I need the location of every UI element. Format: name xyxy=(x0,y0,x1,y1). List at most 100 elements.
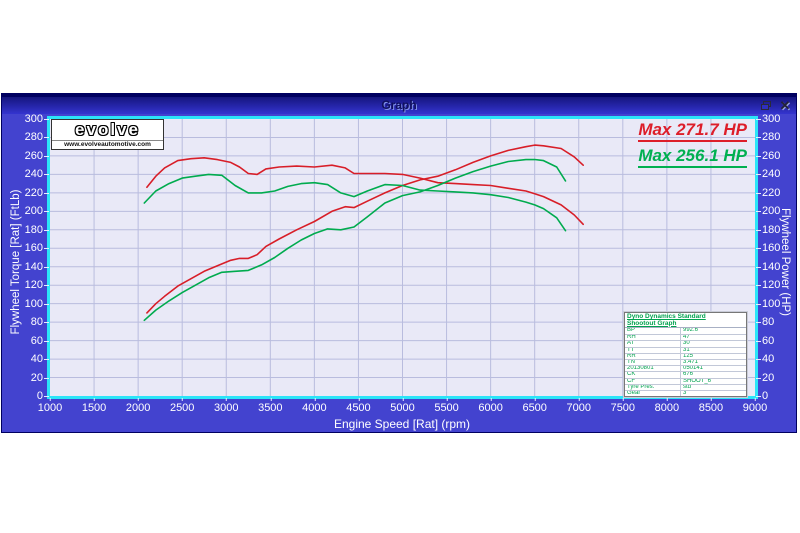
logo-text: evolve xyxy=(75,120,140,139)
info-key: Gear xyxy=(625,390,681,397)
chart-area: evolve www.evolveautomotive.com Max 271.… xyxy=(2,113,796,432)
y-tick-label-left: 280 xyxy=(2,131,49,143)
y-tick-label-right: 100 xyxy=(755,297,781,310)
x-tick-label: 7000 xyxy=(566,398,591,414)
y-tick-label-left: 40 xyxy=(2,353,49,365)
run-info-header: Dyno Dynamics Standard Shootout Graph xyxy=(625,313,746,328)
y-tick-label-right: 140 xyxy=(755,260,781,273)
graph-window: Graph ✕ evolve www.evolveautomotive.com … xyxy=(1,93,797,433)
info-value: 676 xyxy=(683,372,694,378)
x-tick-label: 5000 xyxy=(390,398,415,414)
info-value: 3 xyxy=(683,390,687,396)
info-row: RR 125 xyxy=(625,352,746,359)
y-tick-label-left: 180 xyxy=(2,224,49,236)
info-key: BP xyxy=(625,328,681,335)
run1-power-hp-line xyxy=(146,144,585,314)
info-value: 992.6 xyxy=(683,328,699,333)
x-tick-label: 7500 xyxy=(610,398,636,414)
x-tick-label: 8500 xyxy=(698,398,724,414)
info-row: RH 47 xyxy=(625,334,746,341)
run2-torque-ftlb-line xyxy=(143,173,567,232)
info-key: Tyre Pres. xyxy=(625,384,681,390)
run1-torque-ftlb-line xyxy=(146,156,585,226)
max-power-green-label: Max 256.1 HP xyxy=(638,146,747,168)
window-close-button[interactable]: ✕ xyxy=(777,99,793,112)
evolve-logo: evolve www.evolveautomotive.com xyxy=(51,119,164,150)
info-key: CF xyxy=(625,378,681,384)
x-tick-label: 6500 xyxy=(522,398,547,414)
y-tick-label-right: 80 xyxy=(755,316,775,329)
y-tick-label-left: 200 xyxy=(2,205,49,217)
y-tick-label-left: 100 xyxy=(2,298,49,310)
y-tick-label-right: 180 xyxy=(755,223,781,236)
x-tick-label: 8000 xyxy=(654,398,680,414)
y-tick-label-left: 300 xyxy=(2,113,49,125)
x-tick-label: 3500 xyxy=(258,398,283,414)
x-tick-label: 6000 xyxy=(478,398,503,414)
x-tick-label: 4000 xyxy=(302,398,327,414)
y-tick-label-right: 20 xyxy=(755,371,775,384)
y-tick-label-left: 20 xyxy=(2,372,49,384)
info-row: Gear 3 xyxy=(625,389,746,397)
y-tick-label-left: 80 xyxy=(2,316,49,328)
y-tick-label-right: 160 xyxy=(755,242,781,255)
info-value: 31 xyxy=(683,347,690,353)
y-tick-label-left: 260 xyxy=(2,150,49,162)
y-tick-label-left: 0 xyxy=(2,390,49,402)
info-value: 47 xyxy=(683,335,690,341)
run-info-header-line1: Dyno Dynamics Standard xyxy=(627,313,706,320)
info-key: RR xyxy=(625,353,681,359)
chart-canvas xyxy=(50,119,755,396)
x-tick-label: 1500 xyxy=(81,398,107,414)
y-tick-label-right: 120 xyxy=(755,279,781,292)
y-tick-label-right: 0 xyxy=(755,390,769,402)
y-tick-label-left: 240 xyxy=(2,168,49,180)
window-titlebar[interactable]: Graph ✕ xyxy=(2,97,796,114)
x-tick-label: 1000 xyxy=(37,398,63,414)
x-tick-label: 3000 xyxy=(214,398,239,414)
x-tick-label: 4500 xyxy=(346,398,371,414)
restore-icon xyxy=(761,101,771,110)
window-restore-button[interactable] xyxy=(758,99,774,112)
max-power-red-label: Max 271.7 HP xyxy=(638,120,747,142)
info-key: TT xyxy=(625,347,681,353)
y-tick-label-left: 220 xyxy=(2,187,49,199)
y-tick-label-left: 140 xyxy=(2,261,49,273)
info-value: 3.471 xyxy=(683,359,699,365)
y-tick-label-left: 60 xyxy=(2,335,49,347)
info-value: 125 xyxy=(683,353,694,359)
info-row: CK 676 xyxy=(625,371,746,378)
info-value: SHOOT_6 xyxy=(683,378,712,384)
info-key: 20130801 xyxy=(625,366,681,372)
y-tick-label-left: 160 xyxy=(2,242,49,254)
y-tick-label-right: 220 xyxy=(755,186,781,199)
x-tick-label: 2500 xyxy=(169,398,195,414)
info-value: 050141 xyxy=(683,366,704,372)
info-row: CF SHOOT_6 xyxy=(625,377,746,384)
run-info-table: Dyno Dynamics Standard Shootout Graph BP… xyxy=(623,310,748,399)
info-key: AT xyxy=(625,341,681,347)
run-info-rows: BP 992.6 RH 47 AT 30 TT 31 RR 125 TN 3.471 20130801 0… xyxy=(625,328,746,397)
y-tick-label-right: 280 xyxy=(755,131,781,144)
run-info-header-line2: Shootout Graph xyxy=(627,319,677,327)
logo-url: www.evolveautomotive.com xyxy=(52,140,163,149)
info-row: Tyre Pres. std xyxy=(625,383,746,390)
info-value: std xyxy=(683,384,692,390)
y-tick-label-right: 40 xyxy=(755,353,775,366)
x-tick-label: 2000 xyxy=(125,398,151,414)
x-tick-label: 9000 xyxy=(742,398,768,414)
info-row: AT 30 xyxy=(625,340,746,347)
close-icon: ✕ xyxy=(779,98,791,113)
plot-area xyxy=(47,116,758,399)
x-tick-label: 5500 xyxy=(434,398,459,414)
window-title: Graph xyxy=(381,98,417,112)
info-row: TN 3.471 xyxy=(625,358,746,366)
run2-power-hp-line xyxy=(143,158,567,322)
y-tick-label-right: 200 xyxy=(755,205,781,218)
info-key: TN xyxy=(625,359,681,366)
info-row: 20130801 050141 xyxy=(625,365,746,372)
info-key: CK xyxy=(625,372,681,378)
y-tick-label-right: 260 xyxy=(755,149,781,162)
y-tick-label-right: 300 xyxy=(755,113,781,125)
info-row: BP 992.6 xyxy=(625,328,746,335)
